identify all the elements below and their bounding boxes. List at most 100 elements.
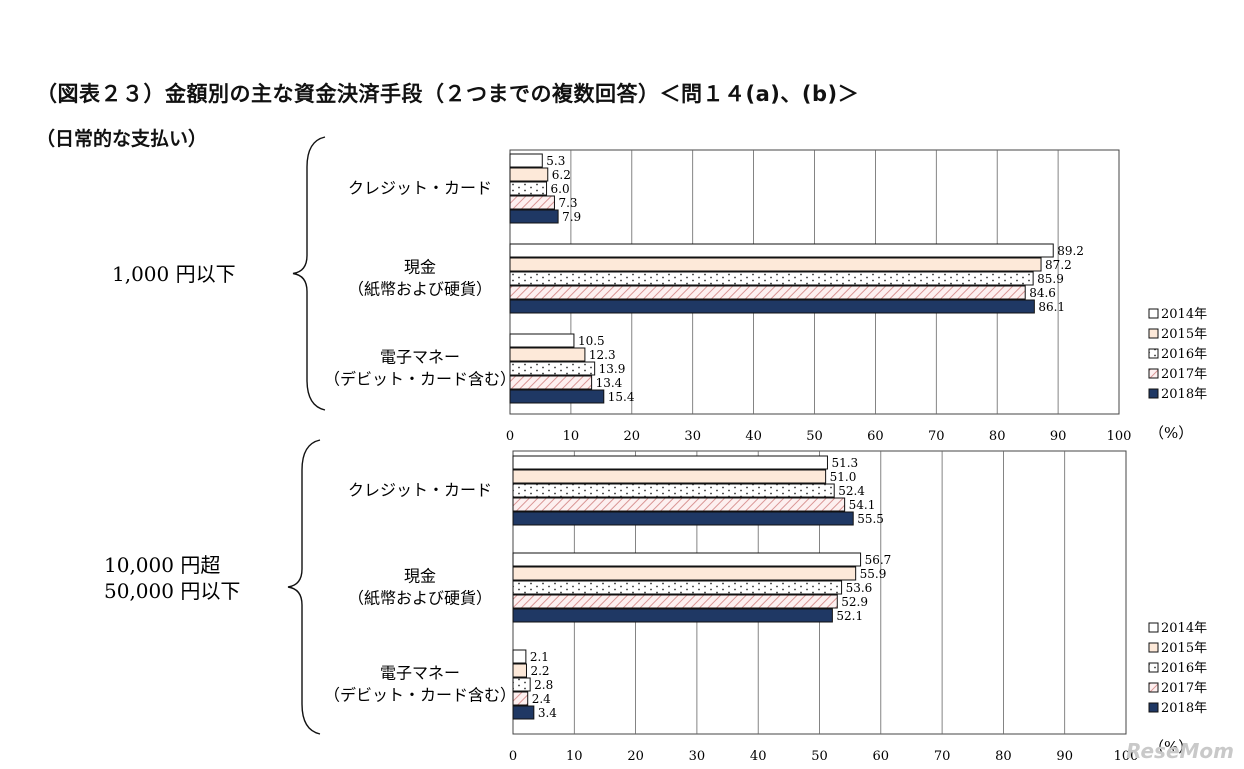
bar xyxy=(509,375,593,390)
legend-label: 2016年 xyxy=(1161,347,1207,362)
data-label: 7.3 xyxy=(558,196,577,210)
bar xyxy=(509,243,1054,258)
bar xyxy=(512,594,838,609)
bar xyxy=(509,347,586,362)
data-label: 52.1 xyxy=(836,609,863,623)
bar xyxy=(509,167,549,182)
bar xyxy=(509,361,596,376)
bar xyxy=(512,691,529,706)
data-label: 2.2 xyxy=(530,664,549,678)
legend-label: 2015年 xyxy=(1161,641,1207,656)
x-axis-unit: （%） xyxy=(1149,424,1193,442)
x-tick-label: 70 xyxy=(928,429,945,444)
legend-label: 2014年 xyxy=(1161,307,1207,322)
legend-swatch xyxy=(1148,662,1159,673)
data-label: 6.0 xyxy=(551,182,570,196)
chart-title: （図表２３）金額別の主な資金決済手段（２つまでの複数回答）＜問１４(a)、(b)… xyxy=(36,82,860,106)
bar xyxy=(509,257,1042,272)
legend-swatch xyxy=(1148,682,1159,693)
data-label: 13.4 xyxy=(596,376,623,390)
x-tick-label: 60 xyxy=(873,749,890,764)
category-label: （紙幣および硬貨） xyxy=(348,589,492,608)
legend-label: 2018年 xyxy=(1161,701,1207,716)
x-tick-label: 30 xyxy=(684,429,701,444)
x-tick-label: 60 xyxy=(867,429,884,444)
legend-label: 2017年 xyxy=(1161,367,1207,382)
data-label: 7.9 xyxy=(562,210,581,224)
data-label: 2.8 xyxy=(534,678,553,692)
bar xyxy=(509,285,1026,300)
data-label: 13.9 xyxy=(599,362,626,376)
category-label: クレジット・カード xyxy=(348,179,492,198)
bar xyxy=(509,333,575,348)
category-label: （デビット・カード含む） xyxy=(324,686,516,705)
bar xyxy=(509,195,555,210)
bar xyxy=(509,181,548,196)
data-label: 52.9 xyxy=(841,595,868,609)
legend-swatch xyxy=(1148,368,1159,379)
data-label: 2.1 xyxy=(530,650,549,664)
bar xyxy=(512,608,833,623)
group-brace xyxy=(292,136,326,411)
category-label: 現金 xyxy=(404,567,436,586)
x-tick-label: 30 xyxy=(689,749,706,764)
data-label: 5.3 xyxy=(546,154,565,168)
bar xyxy=(512,511,854,526)
category-label: （デビット・カード含む） xyxy=(324,370,516,389)
legend-label: 2017年 xyxy=(1161,681,1207,696)
data-label: 86.1 xyxy=(1038,300,1065,314)
data-label: 51.0 xyxy=(830,470,857,484)
x-tick-label: 90 xyxy=(1056,749,1073,764)
category-label: 現金 xyxy=(404,258,436,277)
bar xyxy=(509,153,543,168)
data-label: 51.3 xyxy=(831,456,858,470)
group-brace xyxy=(287,439,321,735)
legend-label: 2015年 xyxy=(1161,327,1207,342)
category-label: クレジット・カード xyxy=(348,481,492,500)
legend-label: 2018年 xyxy=(1161,387,1207,402)
category-label: （紙幣および硬貨） xyxy=(348,280,492,299)
data-label: 55.9 xyxy=(860,567,887,581)
x-tick-label: 50 xyxy=(811,749,828,764)
group-label: 50,000 円以下 xyxy=(104,579,240,603)
bar xyxy=(509,389,605,404)
data-label: 10.5 xyxy=(578,334,605,348)
legend-swatch xyxy=(1148,348,1159,359)
bar xyxy=(512,566,857,581)
bar xyxy=(509,271,1034,286)
watermark-logo: ReseMom xyxy=(1126,739,1234,763)
data-label: 55.5 xyxy=(857,512,884,526)
data-label: 15.4 xyxy=(608,390,635,404)
x-tick-label: 10 xyxy=(563,429,580,444)
x-tick-label: 90 xyxy=(1050,429,1067,444)
bar xyxy=(509,299,1035,314)
bar xyxy=(512,677,531,692)
bar xyxy=(512,483,835,498)
x-tick-label: 0 xyxy=(509,749,517,764)
data-label: 84.6 xyxy=(1029,286,1056,300)
x-tick-label: 0 xyxy=(506,429,514,444)
bar xyxy=(512,580,843,595)
data-label: 12.3 xyxy=(589,348,616,362)
x-tick-label: 80 xyxy=(989,429,1006,444)
data-label: 85.9 xyxy=(1037,272,1064,286)
bar xyxy=(512,705,535,720)
x-tick-label: 40 xyxy=(745,429,762,444)
legend-swatch xyxy=(1148,642,1159,653)
data-label: 52.4 xyxy=(838,484,865,498)
data-label: 3.4 xyxy=(538,706,557,720)
x-tick-label: 70 xyxy=(934,749,951,764)
category-label: 電子マネー xyxy=(380,348,460,367)
category-label: 電子マネー xyxy=(380,664,460,683)
legend-swatch xyxy=(1148,622,1159,633)
x-tick-label: 20 xyxy=(627,749,644,764)
x-tick-label: 10 xyxy=(566,749,583,764)
x-tick-label: 80 xyxy=(995,749,1012,764)
bar xyxy=(509,209,559,224)
bar xyxy=(512,455,828,470)
data-label: 87.2 xyxy=(1045,258,1072,272)
bar xyxy=(512,469,827,484)
x-tick-label: 40 xyxy=(750,749,767,764)
data-label: 89.2 xyxy=(1057,244,1084,258)
group-label: 10,000 円超 xyxy=(104,553,220,577)
